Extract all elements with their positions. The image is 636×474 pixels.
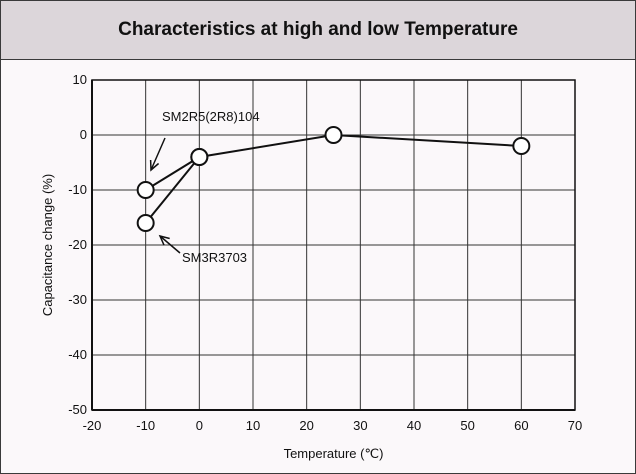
x-axis-label: Temperature (℃)	[284, 446, 384, 461]
x-tick-label: 20	[299, 418, 313, 433]
data-point	[324, 126, 343, 144]
x-tick-label: 70	[568, 418, 582, 433]
series-label-sm3r3703: SM3R3703	[182, 250, 247, 265]
x-tick-label: 10	[246, 418, 260, 433]
arrow-sm2r5-head	[149, 159, 160, 172]
annotations: SM2R5(2R8)104 SM3R3703	[149, 109, 260, 265]
data-point	[136, 214, 155, 232]
y-tick-label: 0	[80, 127, 87, 142]
data-point	[190, 148, 209, 166]
y-tick-label: -20	[68, 237, 87, 252]
chart-title: Characteristics at high and low Temperat…	[1, 1, 635, 60]
y-tick-label: -10	[68, 182, 87, 197]
plot-area	[91, 79, 576, 411]
y-tick-label: -40	[68, 347, 87, 362]
x-tick-label: 40	[407, 418, 421, 433]
y-tick-labels: 10 0 -10 -20 -30 -40 -50	[68, 72, 87, 417]
x-tick-label: -20	[83, 418, 102, 433]
x-tick-label: 50	[460, 418, 474, 433]
x-tick-label: 60	[514, 418, 528, 433]
x-tick-label: -10	[136, 418, 155, 433]
series-line	[144, 156, 201, 224]
data-point	[136, 181, 155, 199]
y-tick-label: -30	[68, 292, 87, 307]
x-tick-label: 30	[353, 418, 367, 433]
arrow-sm3r3703-head	[158, 234, 170, 246]
series-label-sm2r5: SM2R5(2R8)104	[162, 109, 260, 124]
x-tick-label: 0	[196, 418, 203, 433]
arrow-sm3r3703	[159, 235, 181, 254]
series-group	[136, 126, 531, 232]
y-tick-label: 10	[73, 72, 87, 87]
data-point	[512, 137, 531, 155]
arrow-sm2r5	[150, 137, 166, 171]
x-tick-labels: -20 -10 0 10 20 30 40 50 60 70	[83, 418, 583, 433]
y-axis-label: Capacitance change (%)	[40, 174, 55, 316]
y-tick-label: -50	[68, 402, 87, 417]
series-line	[145, 133, 522, 191]
